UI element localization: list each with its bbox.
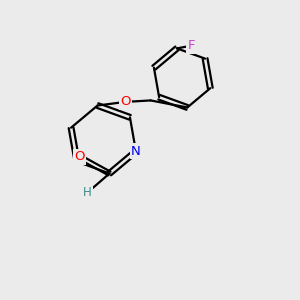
- Text: N: N: [131, 145, 141, 158]
- Text: O: O: [120, 95, 130, 108]
- Text: O: O: [74, 151, 85, 164]
- Text: F: F: [188, 40, 195, 52]
- Text: H: H: [82, 187, 91, 200]
